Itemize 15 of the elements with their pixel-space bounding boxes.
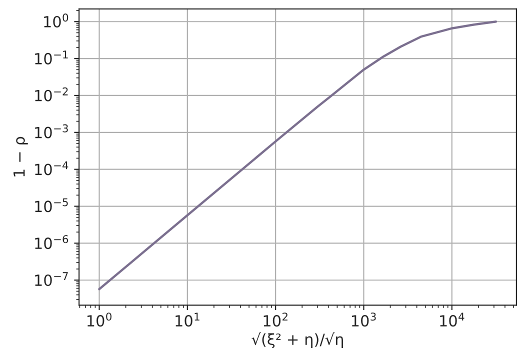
y-tick-label: 10$^{−6}$ xyxy=(35,235,68,250)
x-axis-title: √(ξ² + η)/√η xyxy=(252,332,343,348)
y-tick-label: 10$^{0}$ xyxy=(44,14,68,28)
y-tick-label: 10$^{−3}$ xyxy=(35,124,68,138)
y-tick-label: 10$^{−2}$ xyxy=(35,87,68,102)
x-tick-label: 10$^{2}$ xyxy=(264,312,288,327)
x-tick-label: 10$^{1}$ xyxy=(176,312,200,327)
y-tick-label: 10$^{−4}$ xyxy=(35,161,68,176)
x-tick-label: 10$^{4}$ xyxy=(440,312,464,327)
y-axis-title: 1 − ρ xyxy=(14,136,28,176)
y-tick-label: 10$^{−7}$ xyxy=(35,272,68,286)
x-tick-label: 10$^{0}$ xyxy=(87,312,112,327)
y-tick-label: 10$^{−5}$ xyxy=(35,198,68,212)
x-tick-label: 10$^{3}$ xyxy=(352,312,376,327)
y-tick-label: 10$^{−1}$ xyxy=(35,50,68,64)
